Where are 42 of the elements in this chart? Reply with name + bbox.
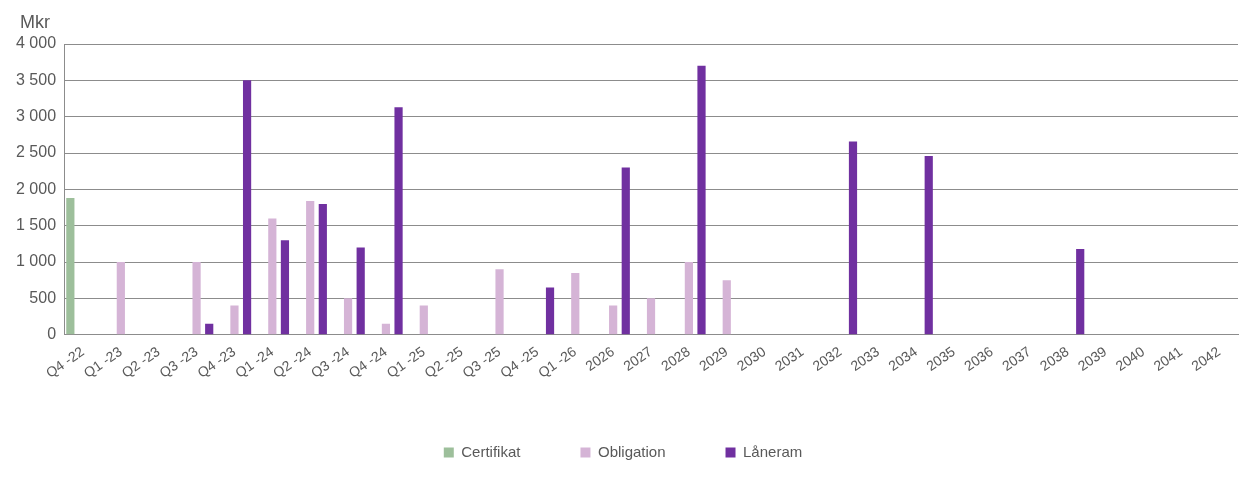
legend-label: Obligation [597, 442, 666, 460]
bar [924, 155, 933, 335]
bar [848, 141, 858, 335]
y-axis-title: Mkr [20, 11, 50, 32]
x-tick-label: 2041 [1150, 342, 1186, 375]
bar [242, 80, 252, 335]
bar [571, 272, 580, 335]
bar [280, 240, 290, 335]
bar [394, 107, 403, 335]
bar [205, 323, 214, 335]
bar [609, 305, 618, 335]
bar [381, 323, 391, 335]
bar [343, 298, 353, 335]
bar [621, 167, 630, 335]
y-tick-label: 3 000 [15, 107, 57, 125]
bar [268, 218, 277, 335]
legend-label: Certifikat [461, 442, 522, 460]
bar [306, 200, 315, 335]
legend-label: Låneram [743, 442, 803, 460]
bar [419, 305, 428, 335]
bar [495, 269, 504, 335]
bar [356, 247, 365, 335]
bar [684, 262, 693, 335]
y-tick-label: 2 500 [15, 143, 57, 161]
bar [230, 305, 239, 335]
y-tick-label: 0 [47, 325, 57, 343]
bar [192, 262, 201, 335]
bar [66, 198, 75, 335]
y-tick-label: 2 000 [15, 179, 57, 197]
bar [545, 287, 555, 335]
y-tick-label: 4 000 [15, 34, 57, 52]
bar [1076, 248, 1085, 335]
bar [697, 65, 706, 335]
bar [722, 280, 731, 335]
y-tick-label: 500 [29, 288, 57, 306]
bar [116, 262, 125, 335]
y-tick-label: 1 000 [15, 252, 57, 270]
y-tick-label: 1 500 [15, 216, 57, 234]
y-tick-label: 3 500 [15, 70, 57, 88]
bar [318, 203, 327, 335]
bar [646, 298, 656, 335]
x-tick-label: 2031 [771, 342, 807, 375]
